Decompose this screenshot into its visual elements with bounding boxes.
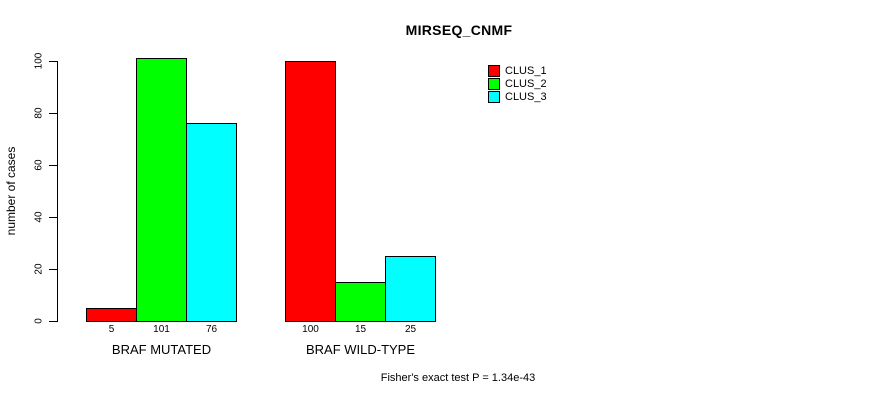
legend-item-clus-3: CLUS_3	[488, 91, 547, 103]
legend-label: CLUS_1	[505, 65, 547, 77]
bar-braf-mutated-clus-3	[186, 123, 237, 322]
y-axis-tick	[49, 269, 57, 270]
bar-braf-wild-type-clus-2	[335, 282, 386, 322]
chart-title: MIRSEQ_CNMF	[405, 22, 513, 38]
category-label-braf-wild-type: BRAF WILD-TYPE	[305, 342, 416, 357]
bar-value-label: 25	[404, 324, 417, 335]
y-axis-tick	[49, 61, 57, 62]
bar-value-label: 15	[354, 324, 367, 335]
legend-label: CLUS_2	[505, 78, 547, 90]
y-axis-tick	[49, 217, 57, 218]
bar-braf-wild-type-clus-1	[285, 61, 336, 322]
legend-swatch-icon	[488, 91, 500, 103]
legend: CLUS_1 CLUS_2 CLUS_3	[488, 65, 547, 104]
stat-annotation: Fisher's exact test P = 1.34e-43	[380, 372, 536, 384]
y-axis-tick	[49, 165, 57, 166]
y-axis-tick-label: 0	[33, 318, 45, 324]
y-axis-line	[57, 61, 58, 322]
category-label-braf-mutated: BRAF MUTATED	[111, 342, 212, 357]
y-axis-tick-label: 100	[33, 52, 45, 70]
bar-value-label: 101	[153, 324, 170, 335]
legend-swatch-icon	[488, 65, 500, 77]
y-axis-tick-label: 60	[33, 159, 45, 171]
bar-braf-wild-type-clus-3	[385, 256, 436, 322]
bar-value-label: 76	[205, 324, 218, 335]
legend-label: CLUS_3	[505, 91, 547, 103]
y-axis-tick-label: 40	[33, 211, 45, 223]
y-axis-tick	[49, 321, 57, 322]
legend-item-clus-1: CLUS_1	[488, 65, 547, 77]
y-axis-label: number of cases	[4, 146, 18, 236]
bar-value-label: 5	[108, 324, 115, 335]
bar-braf-mutated-clus-2	[136, 58, 187, 322]
legend-item-clus-2: CLUS_2	[488, 78, 547, 90]
legend-swatch-icon	[488, 78, 500, 90]
y-axis-tick-label: 80	[33, 107, 45, 119]
y-axis-tick-label: 20	[33, 263, 45, 275]
bar-braf-mutated-clus-1	[86, 308, 137, 322]
bar-value-label: 100	[302, 324, 319, 335]
y-axis-tick	[49, 113, 57, 114]
